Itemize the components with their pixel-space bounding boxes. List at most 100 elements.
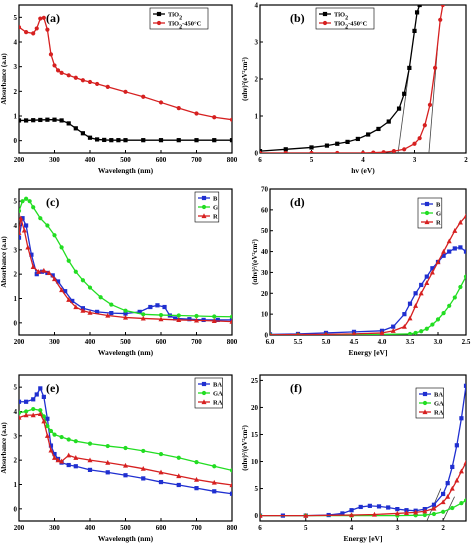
legend-label: BA <box>213 382 222 389</box>
data-point <box>407 65 412 70</box>
data-point <box>105 312 111 318</box>
series-line-3 <box>270 215 466 335</box>
series-group <box>19 386 232 496</box>
data-point <box>66 437 71 442</box>
chart-panel-5: 200 300 400 500 600 700 800 0 1 2 3 4 5 Wavelength (n… <box>0 374 238 543</box>
data-point <box>109 302 114 307</box>
data-point <box>345 139 350 144</box>
chart-panel-3: 200 300 400 500 600 700 800 0 1 2 3 4 5 Wavelength (n… <box>0 188 238 357</box>
data-point <box>324 331 328 335</box>
legend-marker <box>424 210 430 216</box>
legend-marker <box>422 391 428 397</box>
x-tick-label: 3 <box>413 156 417 164</box>
data-point <box>155 303 160 308</box>
y-tick-label: 4 <box>255 2 259 10</box>
data-point <box>48 447 54 453</box>
legend-marker <box>322 20 328 26</box>
data-point <box>48 52 54 57</box>
data-point <box>260 149 263 153</box>
legend-label: RA <box>213 400 223 407</box>
data-point <box>31 397 36 402</box>
y-tick-label: 60 <box>261 206 269 214</box>
data-point <box>19 399 22 404</box>
series-line-1 <box>19 386 232 495</box>
series-line-3 <box>260 462 466 517</box>
data-point <box>438 17 443 22</box>
data-point <box>435 317 441 322</box>
data-point <box>66 297 72 302</box>
data-point <box>123 445 128 451</box>
legend-marker <box>201 204 207 210</box>
data-point <box>27 199 32 204</box>
data-point <box>34 392 39 397</box>
data-point <box>73 464 78 469</box>
data-point <box>19 215 24 221</box>
legend-marker <box>201 399 207 405</box>
data-point <box>270 332 272 335</box>
data-point <box>46 270 52 276</box>
legend-marker <box>422 400 428 406</box>
data-point <box>441 253 446 258</box>
data-point <box>391 149 396 153</box>
data-point <box>123 89 128 94</box>
data-point <box>187 317 192 322</box>
data-point <box>45 223 50 228</box>
data-point <box>401 323 407 329</box>
data-point <box>452 246 457 251</box>
data-point <box>123 138 128 143</box>
data-point <box>431 505 437 511</box>
x-axis-label: Energy [eV] <box>344 534 383 543</box>
data-point <box>352 331 356 335</box>
data-point <box>447 303 452 308</box>
series-line-2 <box>260 5 444 153</box>
x-tick-label: 600 <box>156 156 167 164</box>
panel-label: (f) <box>290 381 302 395</box>
data-point <box>417 5 422 8</box>
data-point <box>283 147 288 152</box>
data-point <box>463 498 466 503</box>
data-point <box>41 418 47 424</box>
data-point <box>24 399 29 404</box>
data-point <box>335 141 340 146</box>
data-point <box>358 504 363 510</box>
x-tick-label: 5 <box>304 524 308 532</box>
x-tick-label: 4.0 <box>378 338 387 346</box>
legend: BA GA RA <box>194 377 223 409</box>
panel-label: (d) <box>290 195 305 209</box>
data-point <box>73 439 78 444</box>
x-axis-label: Wavelength (nm) <box>98 166 154 175</box>
x-tick-label: 800 <box>227 156 238 164</box>
x-tick-label: 700 <box>191 524 202 532</box>
data-point <box>141 138 146 143</box>
data-point <box>87 285 93 290</box>
legend-label: G <box>436 211 441 218</box>
data-point <box>24 223 29 228</box>
data-point <box>30 412 36 418</box>
data-point <box>430 266 435 271</box>
panel-label: (c) <box>46 195 59 209</box>
data-point <box>260 512 263 518</box>
data-point <box>309 150 314 153</box>
data-point <box>194 111 199 116</box>
data-point <box>23 412 29 418</box>
data-point <box>158 469 164 475</box>
x-tick-label: 6 <box>258 156 262 164</box>
data-point <box>41 394 46 399</box>
data-point <box>457 219 463 225</box>
data-point <box>95 81 100 87</box>
data-point <box>452 228 458 233</box>
data-point <box>80 307 86 313</box>
data-point <box>360 150 366 153</box>
series-line-2 <box>270 276 466 335</box>
legend-label: TiO2 <box>334 12 348 22</box>
data-point <box>211 479 217 485</box>
x-tick-label: 5.5 <box>294 338 303 346</box>
data-point <box>116 138 121 143</box>
y-tick-label: 1 <box>14 481 18 489</box>
legend-label: G <box>213 205 218 212</box>
data-point <box>463 459 466 465</box>
data-point <box>395 507 400 512</box>
